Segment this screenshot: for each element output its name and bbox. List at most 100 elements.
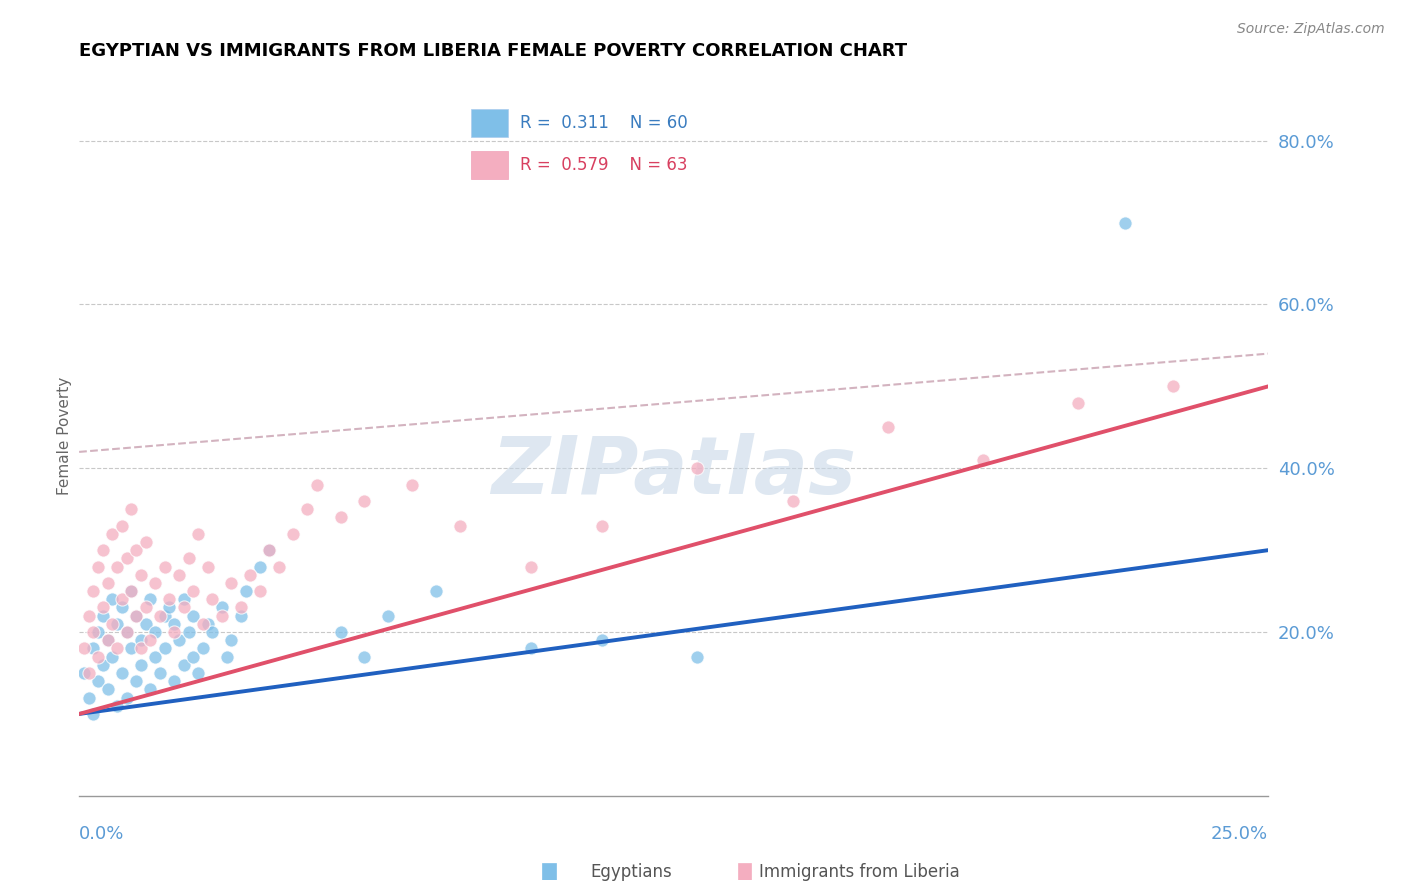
Point <box>105 698 128 713</box>
Point <box>197 559 219 574</box>
Point <box>105 641 128 656</box>
Text: 25.0%: 25.0% <box>1211 825 1268 843</box>
Text: ZIPatlas: ZIPatlas <box>491 433 856 510</box>
Point <box>82 706 104 721</box>
Point <box>101 649 124 664</box>
Point <box>1114 216 1136 230</box>
Point <box>139 592 162 607</box>
Point <box>101 526 124 541</box>
Point <box>163 625 186 640</box>
Point <box>125 674 148 689</box>
Point <box>187 665 209 680</box>
Point <box>97 633 120 648</box>
Point <box>135 600 157 615</box>
Point <box>111 600 134 615</box>
Point <box>87 649 110 664</box>
Point <box>201 592 224 607</box>
Point <box>211 600 233 615</box>
Point <box>177 551 200 566</box>
Point <box>153 559 176 574</box>
Point <box>221 633 243 648</box>
Point <box>173 592 195 607</box>
Point <box>163 674 186 689</box>
Point <box>91 657 114 672</box>
Point <box>115 625 138 640</box>
Point <box>153 608 176 623</box>
Point <box>305 477 328 491</box>
Point <box>125 608 148 623</box>
Point <box>125 543 148 558</box>
Point <box>173 657 195 672</box>
Point <box>686 461 709 475</box>
Point <box>876 420 898 434</box>
Point <box>120 502 142 516</box>
Point <box>87 674 110 689</box>
Point <box>201 625 224 640</box>
Point <box>239 567 262 582</box>
Point <box>120 584 142 599</box>
Point <box>153 641 176 656</box>
Point <box>235 584 257 599</box>
Point <box>782 494 804 508</box>
Point <box>249 559 271 574</box>
Point <box>82 641 104 656</box>
Text: EGYPTIAN VS IMMIGRANTS FROM LIBERIA FEMALE POVERTY CORRELATION CHART: EGYPTIAN VS IMMIGRANTS FROM LIBERIA FEMA… <box>79 42 907 60</box>
Point <box>97 576 120 591</box>
Point <box>105 559 128 574</box>
Point <box>425 584 447 599</box>
Point <box>91 600 114 615</box>
Point <box>139 633 162 648</box>
Point <box>353 494 375 508</box>
Point <box>173 600 195 615</box>
Point <box>135 616 157 631</box>
Point <box>520 641 543 656</box>
Point <box>82 584 104 599</box>
Point <box>377 608 399 623</box>
Point <box>125 608 148 623</box>
Point <box>111 665 134 680</box>
Point <box>111 518 134 533</box>
Point <box>97 682 120 697</box>
Point <box>249 584 271 599</box>
Point <box>229 608 252 623</box>
Point <box>115 551 138 566</box>
Point <box>87 625 110 640</box>
Point <box>149 665 172 680</box>
Point <box>191 641 214 656</box>
Point <box>105 616 128 631</box>
Point <box>221 576 243 591</box>
Point <box>91 608 114 623</box>
Point <box>401 477 423 491</box>
Point <box>591 633 613 648</box>
Point <box>129 641 152 656</box>
Text: Source: ZipAtlas.com: Source: ZipAtlas.com <box>1237 22 1385 37</box>
Point <box>972 453 994 467</box>
Point <box>177 625 200 640</box>
Point <box>1067 396 1090 410</box>
Point <box>135 535 157 549</box>
Point <box>329 625 352 640</box>
Point <box>520 559 543 574</box>
Point <box>167 567 190 582</box>
Point <box>115 690 138 705</box>
Point <box>129 567 152 582</box>
Point <box>73 641 96 656</box>
Point <box>283 526 305 541</box>
Point <box>259 543 281 558</box>
Point <box>167 633 190 648</box>
Point <box>449 518 471 533</box>
Point <box>129 633 152 648</box>
Point <box>159 592 181 607</box>
Point <box>77 690 100 705</box>
Point <box>181 649 204 664</box>
Point <box>143 576 166 591</box>
Text: Egyptians: Egyptians <box>591 863 672 881</box>
Point <box>149 608 172 623</box>
Point <box>181 608 204 623</box>
Point <box>101 592 124 607</box>
Point <box>77 608 100 623</box>
Point <box>329 510 352 524</box>
Point <box>267 559 290 574</box>
Text: Immigrants from Liberia: Immigrants from Liberia <box>759 863 960 881</box>
Point <box>163 616 186 631</box>
